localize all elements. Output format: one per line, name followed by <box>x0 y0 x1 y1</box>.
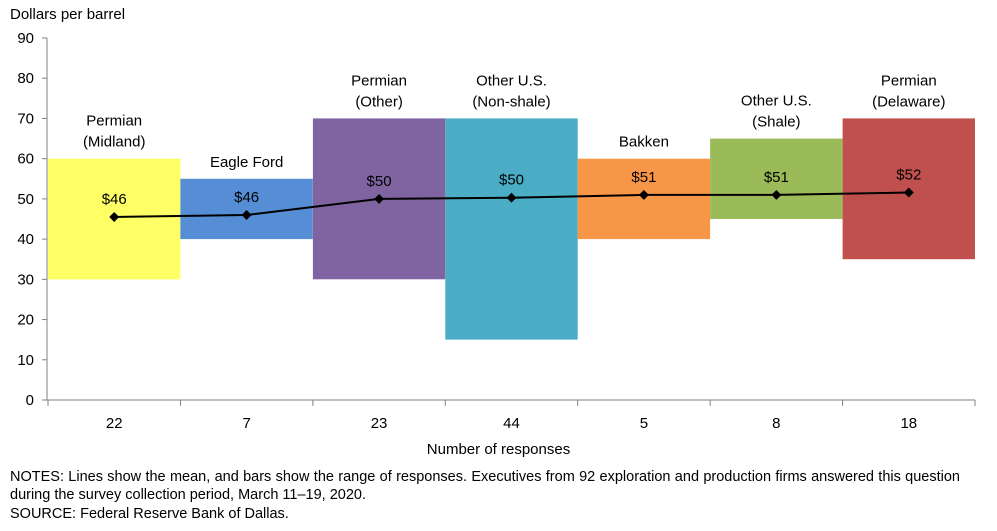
y-axis-label: Dollars per barrel <box>10 6 126 23</box>
category-label: (Other) <box>355 93 403 110</box>
y-tick-label: 90 <box>17 30 34 47</box>
mean-point <box>771 189 782 200</box>
x-tick-label: 8 <box>772 415 780 432</box>
range-bars <box>48 118 975 340</box>
range-bar <box>445 118 578 340</box>
mean-value-label: $51 <box>631 169 656 186</box>
x-tick-label: 5 <box>640 415 648 432</box>
category-label: Bakken <box>619 134 669 151</box>
y-tick-label: 50 <box>17 191 34 208</box>
range-bar <box>710 138 843 219</box>
x-tick-label: 44 <box>503 415 520 432</box>
category-label: Other U.S. <box>476 72 547 89</box>
category-label: (Shale) <box>752 114 800 131</box>
mean-value-label: $52 <box>896 166 921 183</box>
mean-point <box>638 189 649 200</box>
mean-value-label: $51 <box>764 169 789 186</box>
category-label: Permian <box>351 72 407 89</box>
category-label: (Midland) <box>83 134 146 151</box>
x-tick-label: 22 <box>106 415 123 432</box>
mean-value-label: $50 <box>499 172 524 189</box>
category-label: Other U.S. <box>741 93 812 110</box>
mean-point <box>903 187 914 198</box>
mean-value-label: $46 <box>234 189 259 206</box>
mean-point <box>109 212 120 222</box>
mean-point <box>374 193 385 204</box>
category-label: Permian <box>86 113 142 130</box>
category-label: Eagle Ford <box>210 154 283 171</box>
axes: 0 10 20 30 40 50 60 70 80 90 22 7 23 44 5 8 18 <box>17 30 976 432</box>
notes-text: NOTES: Lines show the mean, and bars sho… <box>10 469 960 503</box>
y-tick-label: 70 <box>17 110 34 127</box>
source-text: SOURCE: Federal Reserve Bank of Dallas. <box>10 506 289 522</box>
y-tick-label: 0 <box>26 392 34 409</box>
mean-line <box>109 187 914 222</box>
category-label: (Delaware) <box>872 93 945 110</box>
mean-point <box>506 192 517 203</box>
chart-labels: $46 $46 $50 $50 $51 $51 $52 Permian (Midland) Eag… <box>83 72 946 208</box>
mean-value-label: $46 <box>102 191 127 208</box>
y-tick-label: 20 <box>17 312 34 329</box>
x-axis-label: Number of responses <box>426 441 571 458</box>
y-tick-label: 40 <box>17 231 34 248</box>
category-label: Permian <box>881 72 937 89</box>
mean-point <box>241 210 252 220</box>
y-tick-label: 80 <box>17 70 34 87</box>
y-tick-label: 30 <box>17 271 34 288</box>
x-tick-label: 7 <box>242 415 250 432</box>
x-tick-label: 18 <box>900 415 917 432</box>
category-label: (Non-shale) <box>472 93 550 110</box>
range-chart: 0 10 20 30 40 50 60 70 80 90 22 7 23 44 5 8 18 $46 $46 $50… <box>17 30 976 432</box>
x-tick-label: 23 <box>371 415 388 432</box>
mean-value-label: $50 <box>367 173 392 190</box>
y-tick-label: 60 <box>17 151 34 168</box>
y-tick-label: 10 <box>17 352 34 369</box>
